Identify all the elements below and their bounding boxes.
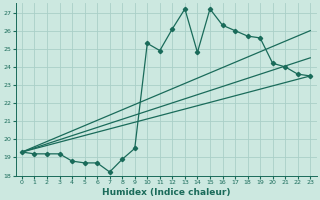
X-axis label: Humidex (Indice chaleur): Humidex (Indice chaleur) <box>102 188 230 197</box>
